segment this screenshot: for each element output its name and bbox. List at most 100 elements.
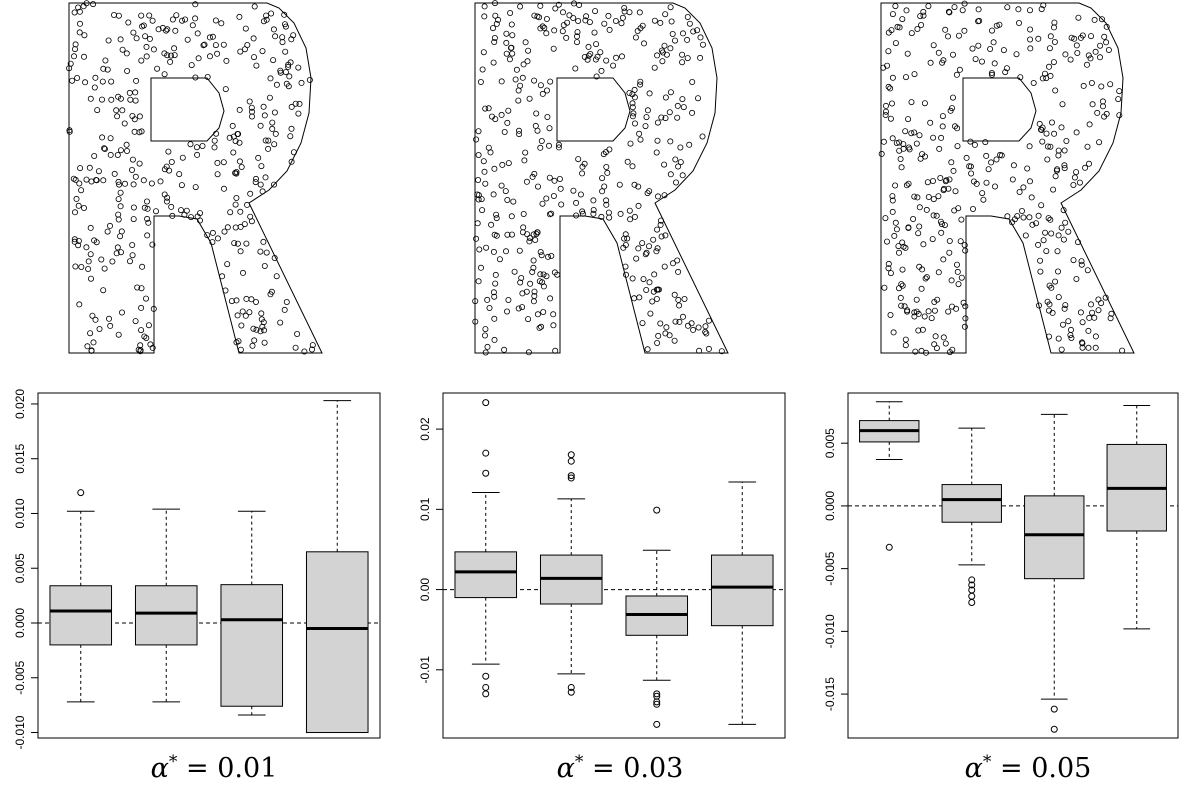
point	[253, 326, 260, 333]
point	[946, 9, 953, 16]
point	[502, 248, 509, 255]
point	[537, 144, 544, 151]
point	[661, 42, 668, 49]
point	[493, 215, 500, 222]
point	[686, 141, 693, 148]
point	[654, 137, 661, 144]
box-body	[305, 551, 369, 734]
point	[605, 12, 612, 19]
point	[662, 115, 669, 122]
point	[539, 90, 546, 97]
point	[491, 165, 498, 172]
point	[233, 297, 240, 304]
point	[702, 328, 709, 335]
point	[958, 216, 965, 223]
point	[1067, 332, 1074, 339]
point	[150, 305, 157, 312]
point	[885, 48, 892, 55]
point	[540, 308, 547, 315]
point	[164, 194, 171, 201]
point	[126, 89, 133, 96]
point	[1038, 202, 1045, 209]
point	[143, 43, 150, 50]
point	[935, 269, 942, 276]
outlier	[968, 576, 976, 584]
point	[261, 339, 268, 346]
point	[523, 288, 530, 295]
point	[132, 89, 139, 96]
point	[653, 295, 660, 302]
point	[667, 45, 674, 52]
point	[949, 105, 956, 112]
point	[604, 169, 611, 176]
point	[671, 291, 678, 298]
point	[481, 168, 488, 175]
point	[111, 11, 118, 18]
point	[288, 36, 295, 43]
point	[229, 122, 236, 129]
point	[1059, 321, 1066, 328]
point	[1096, 54, 1103, 61]
point	[892, 219, 899, 226]
point	[1029, 221, 1036, 228]
point	[262, 174, 269, 181]
point	[161, 166, 168, 173]
point	[933, 345, 940, 352]
plot-frame	[847, 392, 1179, 739]
point	[295, 110, 302, 117]
point	[1086, 314, 1093, 321]
point	[583, 13, 590, 20]
point	[546, 174, 553, 181]
point	[1002, 69, 1009, 76]
box-1	[454, 399, 518, 698]
point	[161, 71, 168, 78]
point	[157, 178, 164, 185]
point	[1041, 70, 1048, 77]
point	[980, 196, 987, 203]
point	[132, 173, 139, 180]
point	[1071, 35, 1078, 42]
point	[593, 73, 600, 80]
point	[136, 160, 143, 167]
point	[187, 141, 194, 148]
point	[267, 291, 274, 298]
point	[993, 156, 1000, 163]
point	[1024, 165, 1031, 172]
point	[900, 141, 907, 148]
point	[1050, 186, 1057, 193]
point	[478, 196, 485, 203]
point	[940, 187, 947, 194]
point	[1097, 42, 1104, 49]
point	[100, 65, 107, 72]
point	[563, 34, 570, 41]
point	[931, 298, 938, 305]
point	[636, 130, 643, 137]
point	[551, 269, 558, 276]
point	[694, 27, 701, 34]
box-body	[710, 554, 774, 627]
point	[680, 104, 687, 111]
point	[534, 311, 541, 318]
point	[889, 197, 896, 204]
point	[130, 216, 137, 223]
point	[188, 214, 195, 221]
point	[644, 190, 651, 197]
point	[482, 180, 489, 187]
point	[138, 285, 145, 292]
point	[954, 261, 961, 268]
point	[510, 198, 517, 205]
point	[490, 248, 497, 255]
y-tick-label: -0.010	[823, 614, 837, 648]
point	[920, 8, 927, 15]
point	[937, 174, 944, 181]
point	[193, 144, 200, 151]
point	[535, 183, 542, 190]
point	[888, 100, 895, 107]
point	[950, 51, 957, 58]
point	[220, 41, 227, 48]
point	[545, 253, 552, 260]
point	[138, 128, 145, 135]
point	[913, 140, 920, 147]
point	[544, 87, 551, 94]
point	[492, 12, 499, 19]
